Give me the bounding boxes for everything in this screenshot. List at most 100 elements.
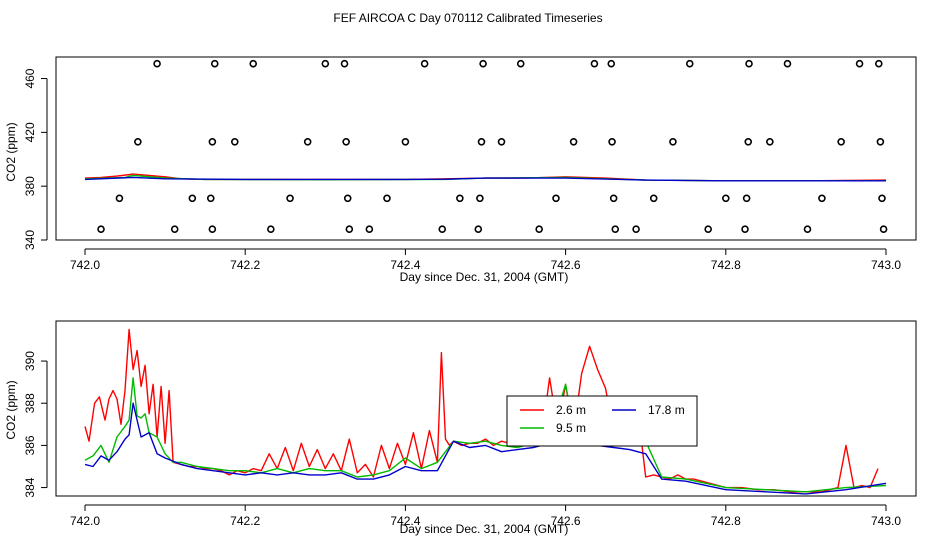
calibration-point: [476, 194, 484, 203]
calibration-point: [669, 137, 677, 146]
x-tick-label: 742.8: [711, 514, 741, 528]
calibration-point: [321, 59, 330, 68]
calibration-point: [479, 59, 487, 68]
legend-label: 9.5 m: [556, 421, 586, 435]
calibration-point: [210, 59, 219, 68]
x-axis-label: Day since Dec. 31, 2004 (GMT): [400, 522, 569, 536]
calibration-point: [477, 137, 486, 146]
calibration-point: [552, 194, 560, 203]
x-tick-label: 742.0: [70, 258, 100, 272]
calibration-point: [134, 137, 142, 146]
calibration-point: [837, 137, 845, 146]
x-tick-label: 742.4: [390, 258, 420, 272]
calibration-point: [474, 225, 483, 234]
x-tick-label: 743.0: [871, 258, 901, 272]
calibration-point: [267, 225, 275, 234]
calibration-point: [115, 194, 124, 203]
series-line-17-8-m: [84, 402, 887, 495]
calibration-point: [611, 225, 620, 234]
calibration-point: [744, 137, 753, 146]
calibration-point: [803, 225, 812, 234]
calibration-point: [303, 137, 312, 146]
x-tick-label: 742.6: [551, 258, 581, 272]
x-axis: 742.0 742.2 742.4 742.6 742.8 743.0: [70, 248, 901, 272]
calibration-point: [745, 59, 753, 68]
calibration-point: [878, 194, 886, 203]
calibration-point: [721, 194, 730, 203]
calibration-point: [249, 59, 258, 68]
calibration-point: [535, 225, 543, 234]
x-tick-label: 742.8: [711, 258, 741, 272]
x-tick-label: 742.6: [551, 514, 581, 528]
calibration-point: [383, 194, 391, 203]
calibration-point: [230, 137, 239, 146]
calibration-panel: 742.0 742.2 742.4 742.6 742.8 743.0 340 380 420…: [4, 56, 917, 284]
calibration-point: [188, 194, 197, 203]
calibration-point: [438, 225, 447, 234]
y-axis-label: CO2 (ppm): [4, 122, 18, 181]
calibration-point: [876, 137, 885, 146]
plot-frame: [55, 320, 917, 497]
calibration-point: [607, 59, 616, 68]
y-tick-label: 388: [23, 393, 37, 413]
y-axis: 340 380 420 460: [23, 68, 48, 250]
y-axis: 384 386 388 390: [23, 351, 48, 498]
x-axis-label: Day since Dec. 31, 2004 (GMT): [400, 270, 569, 284]
x-axis: 742.0 742.2 742.4 742.6 742.8 743.0: [70, 504, 901, 528]
figure-title: FEF AIRCOA C Day 070112 Calibrated Times…: [333, 11, 602, 25]
y-tick-label: 386: [23, 435, 37, 455]
plot-marks: [84, 328, 887, 495]
legend: 2.6 m 17.8 m 9.5 m: [506, 395, 698, 447]
y-tick-label: 340: [23, 230, 37, 250]
calibration-point: [685, 59, 694, 68]
x-tick-label: 743.0: [871, 514, 901, 528]
y-tick-label: 460: [23, 68, 37, 88]
calibration-point: [345, 225, 354, 234]
calibration-point: [609, 194, 618, 203]
calibration-point: [286, 194, 294, 203]
calibration-point: [879, 225, 888, 234]
calibration-point: [704, 225, 712, 234]
calibration-point: [590, 59, 599, 68]
plot-marks: [84, 59, 888, 234]
calibration-point: [153, 59, 161, 68]
x-tick-label: 742.4: [390, 514, 420, 528]
y-tick-label: 390: [23, 351, 37, 371]
plot-frame: [55, 56, 917, 241]
calibration-point: [855, 59, 864, 68]
calibration-point: [569, 137, 578, 146]
y-tick-label: 380: [23, 176, 37, 196]
series-line-9-5-m: [84, 377, 887, 493]
calibration-point: [456, 194, 464, 203]
series-line-2-6-m: [84, 328, 879, 493]
x-tick-label: 742.2: [230, 514, 260, 528]
y-tick-label: 384: [23, 477, 37, 497]
calibration-point: [97, 225, 105, 234]
calibration-point: [208, 225, 217, 234]
x-tick-label: 742.0: [70, 514, 100, 528]
legend-label: 17.8 m: [648, 403, 685, 417]
calibration-point: [343, 194, 352, 203]
calibration-point: [742, 194, 751, 203]
calibration-point: [783, 59, 792, 68]
calibration-point: [420, 59, 429, 68]
y-axis-label: CO2 (ppm): [4, 380, 18, 439]
timeseries-panel: 742.0 742.2 742.4 742.6 742.8 743.0 384 386 388…: [4, 320, 917, 536]
calibration-point: [608, 137, 616, 146]
calibration-point: [340, 59, 349, 68]
legend-label: 2.6 m: [556, 403, 586, 417]
calibration-point: [874, 59, 883, 68]
calibration-point: [741, 225, 749, 234]
calibration-point: [401, 137, 410, 146]
legend-box: [506, 395, 698, 447]
calibration-point: [818, 194, 826, 203]
calibration-point: [206, 194, 215, 203]
calibration-point: [497, 137, 506, 146]
calibration-point: [170, 225, 179, 234]
calibration-point: [342, 137, 350, 146]
y-tick-label: 420: [23, 122, 37, 142]
calibration-point: [649, 194, 658, 203]
calibration-point: [516, 59, 525, 68]
calibration-point: [766, 137, 774, 146]
